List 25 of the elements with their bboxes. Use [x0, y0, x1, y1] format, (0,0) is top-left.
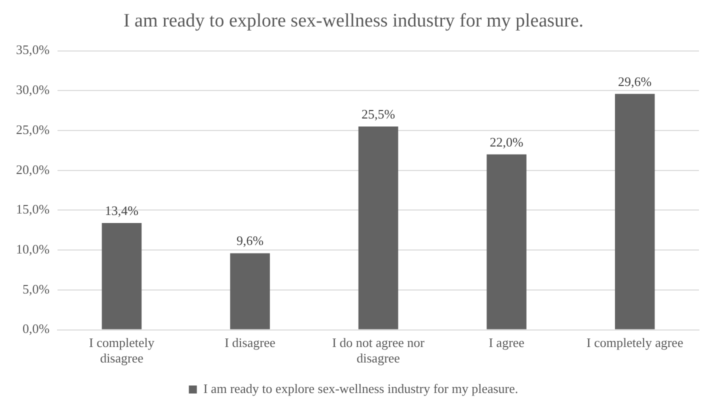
data-label: 13,4%	[104, 202, 139, 218]
chart-title: I am ready to explore sex-wellness industry for my pleasure.	[123, 10, 584, 32]
legend-label: I am ready to explore sex-wellness industry for my pleasure.	[203, 380, 518, 396]
x-tick-label: I completely disagree	[89, 335, 155, 366]
y-tick-label: 5,0%	[22, 281, 50, 296]
x-tick-label: I do not agree nor disagree	[332, 335, 426, 366]
x-tick-label: I agree	[488, 335, 525, 350]
y-tick-label: 10,0%	[16, 242, 50, 257]
x-tick-label: I disagree	[224, 335, 276, 350]
bar	[102, 222, 142, 330]
y-tick-label: 20,0%	[16, 162, 50, 177]
bar	[358, 126, 398, 330]
bar	[614, 94, 655, 330]
x-tick-label: I completely agree	[586, 335, 684, 350]
bar	[230, 253, 270, 330]
data-label: 22,0%	[490, 134, 524, 150]
data-label: 9,6%	[236, 233, 264, 248]
y-tick-label: 15,0%	[16, 202, 50, 217]
y-tick-label: 35,0%	[16, 42, 50, 58]
data-label: 25,5%	[361, 106, 396, 122]
y-tick-label: 0,0%	[22, 321, 50, 336]
y-tick-label: 30,0%	[16, 82, 50, 98]
data-label: 29,6%	[618, 74, 652, 89]
bar	[486, 154, 526, 330]
y-tick-label: 25,0%	[16, 122, 50, 137]
